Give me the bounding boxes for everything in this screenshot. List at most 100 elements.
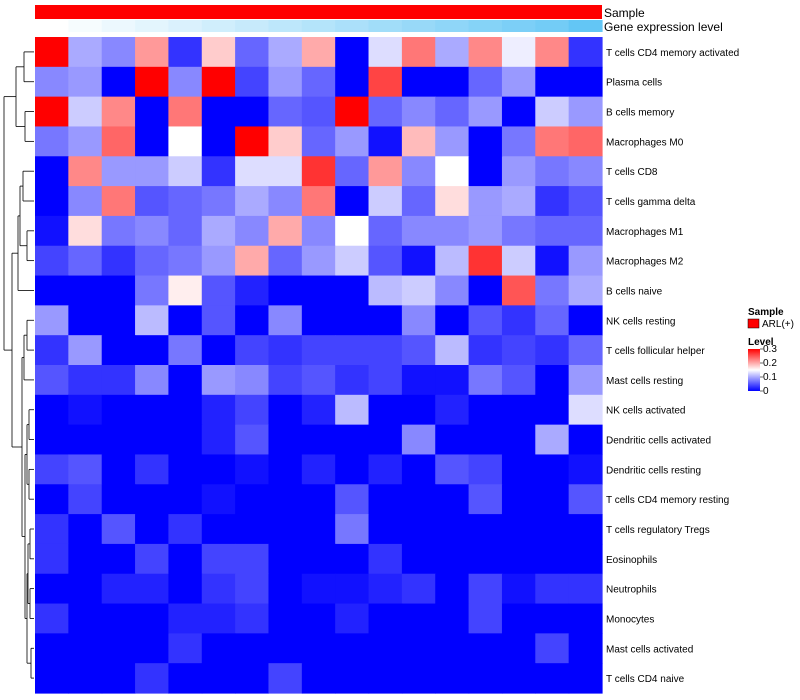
- row-label: Plasma cells: [606, 78, 662, 89]
- heatmap-cell: [35, 215, 69, 247]
- heatmap-cell: [35, 394, 69, 426]
- heatmap-cell: [235, 275, 270, 306]
- heatmap-cell: [535, 484, 570, 515]
- heatmap-cell: [535, 96, 570, 128]
- sample-track-label: Sample: [604, 6, 645, 20]
- row-label: Dendritic cells activated: [606, 436, 711, 447]
- heatmap-cell: [335, 424, 370, 456]
- heatmap-cell: [35, 603, 69, 634]
- heatmap-cell: [101, 394, 136, 426]
- heatmap-cell: [501, 126, 536, 157]
- row-labels: T cells CD4 memory activated Plasma cells…: [606, 48, 739, 685]
- heatmap-cell: [435, 275, 470, 306]
- heatmap-cell: [201, 37, 236, 68]
- heatmap-cell: [135, 126, 170, 157]
- heatmap-cell: [268, 573, 303, 605]
- row-label: B cells memory: [606, 108, 674, 119]
- heatmap-cell: [401, 454, 436, 485]
- heatmap-cell: [468, 514, 503, 545]
- heatmap-cell: [501, 365, 536, 396]
- heatmap-cell: [501, 275, 536, 306]
- heatmap-cell: [35, 365, 69, 396]
- heatmap-cell: [201, 275, 236, 306]
- heatmap-cell: [101, 275, 136, 306]
- heatmap-cell: [268, 335, 303, 366]
- heatmap-cell: [401, 484, 436, 515]
- heatmap-cell: [568, 394, 603, 426]
- heatmap-cell: [268, 126, 303, 157]
- heatmap-cell: [401, 365, 436, 396]
- heatmap-cell: [568, 96, 603, 128]
- heatmap-cell: [201, 126, 236, 157]
- heatmap-cell: [168, 543, 203, 575]
- heatmap-cell: [101, 66, 136, 98]
- heatmap-cell: [201, 573, 236, 605]
- heatmap-cell: [435, 424, 470, 456]
- gene-expression-cell: [235, 20, 270, 32]
- heatmap-cell: [235, 394, 270, 426]
- heatmap-cell: [401, 543, 436, 575]
- heatmap-cell: [168, 424, 203, 456]
- heatmap-cell: [535, 335, 570, 366]
- heatmap-cell: [101, 335, 136, 366]
- heatmap-cell: [568, 37, 603, 68]
- heatmap-cell: [401, 394, 436, 426]
- heatmap-cell: [235, 543, 270, 575]
- heatmap-cell: [568, 245, 603, 277]
- heatmap-cell: [235, 514, 270, 545]
- heatmap-cell: [201, 245, 236, 277]
- heatmap-cell: [35, 245, 69, 277]
- gene-expression-cell: [168, 20, 203, 32]
- heatmap-cell: [568, 305, 603, 336]
- heatmap-cell: [468, 603, 503, 634]
- heatmap-cell: [135, 514, 170, 545]
- heatmap-cell: [435, 394, 470, 426]
- heatmap-cell: [101, 305, 136, 336]
- heatmap-cell: [201, 514, 236, 545]
- heatmap-cell: [68, 245, 103, 277]
- heatmap-cell: [335, 663, 370, 694]
- heatmap-cell: [535, 454, 570, 485]
- heatmap-cell: [235, 245, 270, 277]
- heatmap-cell: [135, 275, 170, 306]
- heatmap-cell: [168, 66, 203, 98]
- heatmap-cell: [568, 335, 603, 366]
- gene-expression-cell: [35, 20, 69, 32]
- heatmap-cell: [535, 305, 570, 336]
- heatmap-cell: [35, 126, 69, 157]
- heatmap-cell: [201, 454, 236, 485]
- heatmap-cell: [501, 37, 536, 68]
- row-label: B cells naive: [606, 286, 663, 297]
- heatmap-cell: [435, 454, 470, 485]
- heatmap-cell: [135, 186, 170, 217]
- heatmap-cell: [435, 514, 470, 545]
- heatmap-cell: [535, 66, 570, 98]
- heatmap-cell: [68, 663, 103, 694]
- legend: Sample ARL(+) Level 0.3 0.2 0.1 0: [747, 307, 794, 397]
- heatmap-cell: [468, 633, 503, 664]
- heatmap-cell: [535, 365, 570, 396]
- heatmap-cell: [135, 663, 170, 694]
- heatmap-cell: [468, 275, 503, 306]
- heatmap-cell: [468, 394, 503, 426]
- heatmap-cell: [501, 66, 536, 98]
- heatmap-cell: [301, 663, 336, 694]
- heatmap-cell: [435, 663, 470, 694]
- heatmap-cell: [335, 633, 370, 664]
- heatmap-cell: [535, 215, 570, 247]
- heatmap-cell: [168, 484, 203, 515]
- row-label: Dendritic cells resting: [606, 465, 701, 476]
- heatmap-cell: [568, 156, 603, 187]
- heatmap-cell: [468, 66, 503, 98]
- gene-expression-cell: [401, 20, 436, 32]
- heatmap-cell: [35, 573, 69, 605]
- heatmap-cell: [301, 424, 336, 456]
- heatmap-cell: [535, 37, 570, 68]
- heatmap-cell: [368, 245, 403, 277]
- heatmap-cell: [568, 365, 603, 396]
- heatmap-cell: [435, 215, 470, 247]
- heatmap-cell: [301, 543, 336, 575]
- heatmap-cell: [268, 514, 303, 545]
- gene-expression-cell: [335, 20, 370, 32]
- heatmap-cell: [168, 96, 203, 128]
